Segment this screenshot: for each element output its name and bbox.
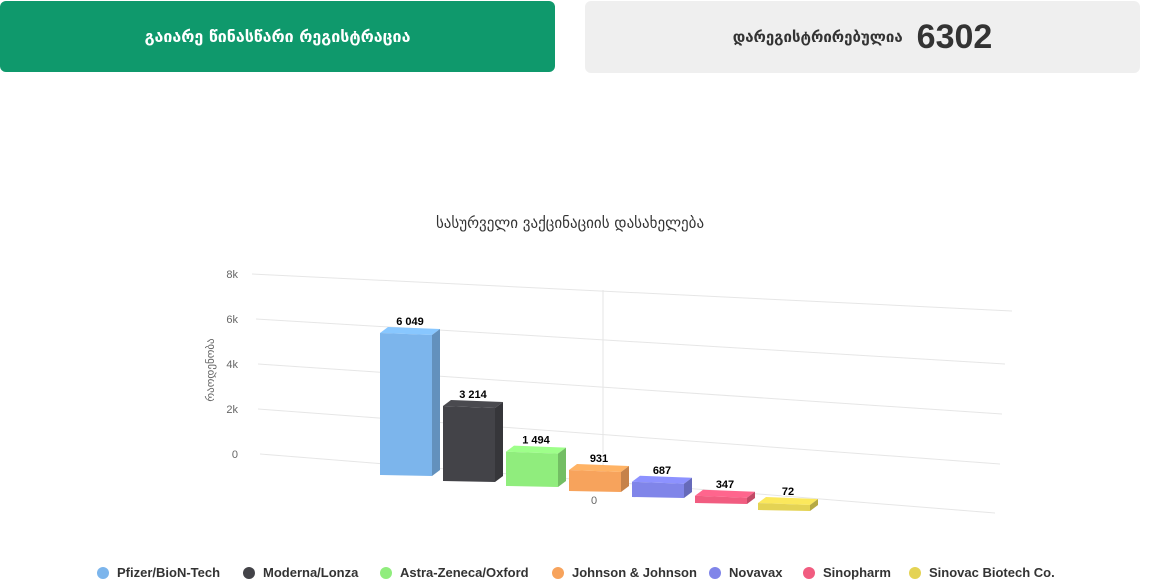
legend-marker	[803, 566, 815, 579]
register-button[interactable]: გაიარე წინასწარი რეგისტრაცია	[0, 1, 555, 72]
gridline	[257, 363, 1003, 415]
bar[interactable]: 687	[632, 464, 692, 498]
bar-top	[632, 475, 692, 484]
bar-front	[443, 406, 495, 482]
bar-front	[380, 333, 432, 476]
bar-top	[569, 463, 629, 472]
legend-label: Johnson & Johnson	[572, 565, 697, 580]
chart-title: სასურველი ვაქცინაციის დასახელება	[436, 214, 704, 232]
legend-marker	[909, 566, 921, 579]
legend-label: Moderna/Lonza	[263, 565, 359, 580]
bar-side	[558, 447, 566, 487]
gridline	[251, 273, 1013, 312]
legend-marker	[380, 566, 392, 579]
y-tick-label: 2k	[226, 404, 238, 416]
register-button-label: გაიარე წინასწარი რეგისტრაცია	[144, 27, 411, 46]
bar-side	[747, 491, 755, 504]
bar-side	[810, 499, 818, 511]
y-axis-label: რაოდენობა	[204, 338, 217, 402]
legend-item[interactable]: Johnson & Johnson	[552, 565, 697, 580]
bar-front	[758, 503, 810, 511]
data-label: 3 214	[459, 389, 487, 401]
y-tick-label: 8k	[226, 269, 238, 281]
legend-item[interactable]: Novavax	[709, 565, 782, 580]
legend-marker	[243, 566, 255, 579]
legend-label: Sinovac Biotech Co.	[929, 565, 1055, 580]
bar[interactable]: 3 214	[443, 388, 503, 482]
vaccine-preference-chart: სასურველი ვაქცინაციის დასახელება რაოდენო…	[204, 214, 1013, 514]
registered-count-box: დარეგისტრირებულია 6302	[585, 1, 1140, 73]
bar-front	[569, 469, 621, 492]
legend-marker	[709, 566, 721, 579]
legend-label: Astra-Zeneca/Oxford	[400, 565, 529, 580]
registered-label: დარეგისტრირებულია	[732, 28, 903, 46]
legend-item[interactable]: Astra-Zeneca/Oxford	[380, 565, 529, 580]
bar-side	[495, 402, 503, 482]
legend-marker	[552, 566, 564, 579]
bar-top	[695, 489, 755, 498]
legend-label: Sinopharm	[823, 565, 891, 580]
chart-legend: Pfizer/BioN-Tech Moderna/Lonza Astra-Zenec…	[0, 565, 1152, 582]
y-tick-label: 0	[232, 449, 238, 461]
legend-item[interactable]: Sinopharm	[803, 565, 891, 580]
legend-marker	[97, 566, 109, 579]
bar[interactable]: 347	[695, 478, 755, 504]
bar-front	[695, 495, 747, 504]
legend-label: Novavax	[729, 565, 783, 580]
legend-item[interactable]: Pfizer/BioN-Tech	[97, 565, 220, 580]
y-tick-label: 6k	[226, 314, 238, 326]
data-label: 687	[653, 465, 671, 477]
bar-top	[380, 327, 440, 335]
bar-top	[758, 497, 818, 505]
bar-side	[432, 329, 440, 476]
registered-count: 6302	[916, 17, 993, 56]
bar-side	[621, 465, 629, 492]
data-label: 1 494	[522, 435, 550, 447]
data-label: 931	[590, 453, 608, 465]
bar-front	[506, 451, 558, 487]
bar-side	[684, 477, 692, 498]
bar[interactable]: 72	[758, 485, 818, 511]
data-label: 347	[716, 479, 734, 491]
bar[interactable]: 931	[569, 452, 629, 492]
bar-top	[443, 400, 503, 409]
data-label: 72	[782, 486, 794, 498]
bar-top	[506, 445, 566, 454]
legend-item[interactable]: Sinovac Biotech Co.	[909, 565, 1055, 580]
y-tick-label: 4k	[226, 359, 238, 371]
bar-front	[632, 481, 684, 498]
gridline	[257, 408, 1001, 465]
gridline	[255, 318, 1006, 365]
data-label: 6 049	[396, 316, 424, 328]
x-tick-label: 0	[591, 495, 597, 507]
bar[interactable]: 6 049	[380, 315, 440, 476]
bar[interactable]: 1 494	[506, 434, 566, 487]
legend-label: Pfizer/BioN-Tech	[117, 565, 221, 580]
legend-item[interactable]: Moderna/Lonza	[243, 565, 358, 580]
